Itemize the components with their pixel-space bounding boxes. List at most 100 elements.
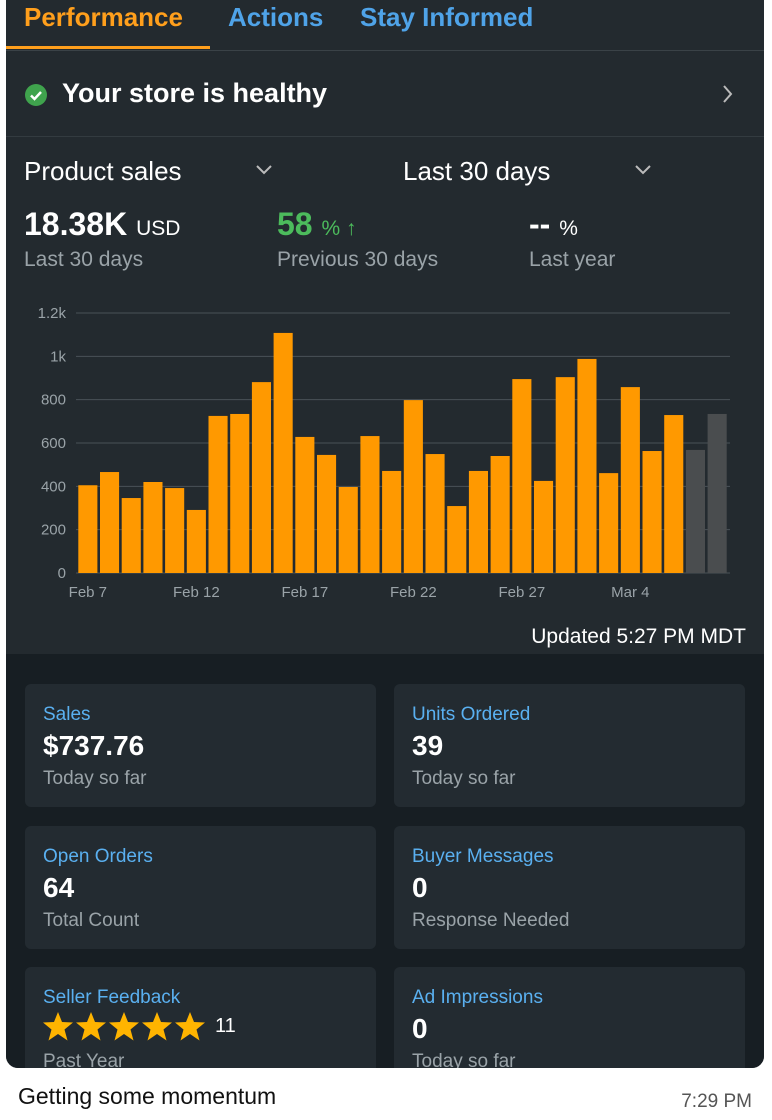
chart: 0 200 400 600 800 1k 1.2k Feb 7 Feb 12 Feb 17 Feb …	[38, 305, 730, 601]
tile[interactable]: Sales $737.76 Today so far	[25, 684, 376, 807]
stat-number: 18.38K	[24, 206, 128, 242]
bar	[403, 400, 423, 573]
tile-caption: Past Year	[43, 1051, 125, 1068]
bar	[468, 470, 488, 573]
bar	[165, 488, 185, 573]
bar	[295, 436, 315, 573]
bar	[121, 498, 141, 573]
tile-value: 0	[412, 1013, 428, 1044]
bar	[620, 387, 640, 573]
tile-label: Buyer Messages	[412, 846, 554, 867]
bar	[599, 473, 619, 573]
tile-value: 39	[412, 730, 444, 761]
tile-caption: Today so far	[412, 1051, 516, 1068]
tile[interactable]: Ad Impressions 0 Today so far	[394, 967, 745, 1068]
tile-value: 0	[412, 872, 428, 903]
check-icon	[25, 84, 47, 106]
stat-value: -- %	[529, 206, 578, 243]
tile-caption: Today so far	[412, 768, 516, 789]
bar	[273, 332, 293, 573]
tile-label: Seller Feedback	[43, 987, 181, 1008]
health-text: Your store is healthy	[62, 78, 328, 108]
tiles-area: Sales $737.76 Today so far Units Ordered…	[6, 654, 764, 1068]
stat-label: Previous 30 days	[277, 248, 439, 271]
tile-caption: Response Needed	[412, 910, 570, 931]
dropdown[interactable]: Last 30 days	[403, 156, 551, 186]
tile-value: 64	[43, 872, 75, 903]
bar	[100, 472, 120, 573]
bar	[338, 486, 358, 573]
bar	[208, 415, 228, 573]
tile-label: Open Orders	[43, 846, 153, 867]
x-tick-label: Feb 12	[173, 584, 220, 601]
bar	[534, 480, 554, 573]
stat-value: 58 % ↑	[277, 206, 357, 243]
bar	[78, 485, 98, 573]
bar	[447, 506, 467, 573]
tile-label: Ad Impressions	[412, 987, 543, 1008]
tile[interactable]: Open Orders 64 Total Count	[25, 826, 376, 949]
bar	[642, 451, 662, 573]
y-tick-label: 1.2k	[38, 305, 67, 322]
tile[interactable]: Units Ordered 39 Today so far	[394, 684, 745, 807]
bar	[425, 454, 445, 573]
chevron	[723, 85, 733, 103]
tile[interactable]: Buyer Messages 0 Response Needed	[394, 826, 745, 949]
health-row[interactable]: Your store is healthy	[6, 52, 764, 137]
bar	[360, 436, 380, 573]
tile-label: Sales	[43, 704, 91, 725]
bar	[251, 382, 271, 573]
bar	[685, 449, 705, 573]
stat-unit: % ↑	[321, 217, 357, 240]
dropdown-caret	[635, 165, 651, 175]
x-tick-label: Feb 27	[498, 584, 545, 601]
y-tick-label: 200	[41, 522, 66, 539]
message-text: Getting some momentum	[18, 1083, 277, 1109]
tab[interactable]: Actions	[228, 2, 324, 32]
message-time: 7:29 PM	[681, 1091, 752, 1112]
bar	[707, 413, 727, 573]
tab-underline	[6, 46, 210, 49]
tile-caption: Total Count	[43, 910, 140, 931]
x-tick-label: Mar 4	[611, 584, 649, 601]
y-tick-label: 400	[41, 478, 66, 495]
bar	[143, 482, 163, 573]
y-tick-label: 1k	[50, 348, 66, 365]
tab[interactable]: Stay Informed	[360, 2, 534, 32]
feedback-count: 11	[215, 1015, 236, 1037]
stat-label: Last 30 days	[24, 248, 144, 271]
y-tick-label: 600	[41, 435, 66, 452]
stat-label: Last year	[529, 248, 616, 271]
bar	[382, 470, 402, 573]
updated-text: Updated 5:27 PM MDT	[531, 625, 746, 648]
tile-value: $737.76	[43, 730, 145, 761]
stat-value: 18.38K USD	[24, 206, 180, 243]
x-tick-label: Feb 17	[281, 584, 328, 601]
tab[interactable]: Performance	[24, 2, 183, 32]
stat-unit: %	[559, 217, 578, 240]
bar	[317, 454, 337, 573]
tile[interactable]: Seller Feedback 11 Past Year	[25, 967, 376, 1068]
x-tick-label: Feb 22	[390, 584, 437, 601]
bar	[577, 358, 597, 573]
y-tick-label: 0	[58, 565, 66, 582]
bar	[512, 379, 532, 573]
tab-bar: Performance Actions Stay Informed	[6, 0, 764, 51]
stars	[43, 1012, 205, 1041]
bar	[490, 456, 510, 573]
tile-label: Units Ordered	[412, 704, 531, 725]
stat-number: --	[529, 206, 551, 242]
bar	[555, 377, 575, 573]
stat-unit: USD	[136, 217, 181, 240]
x-tick-label: Feb 7	[69, 584, 107, 601]
bar	[664, 415, 684, 573]
tile-caption: Today so far	[43, 768, 147, 789]
dropdown-caret	[256, 165, 272, 175]
bar	[186, 509, 206, 573]
stat-number: 58	[277, 206, 313, 242]
y-tick-label: 800	[41, 392, 66, 409]
dropdown[interactable]: Product sales	[24, 156, 182, 186]
app-panel: Performance Actions Stay Informed Your s…	[6, 0, 764, 1068]
bar	[230, 413, 250, 573]
